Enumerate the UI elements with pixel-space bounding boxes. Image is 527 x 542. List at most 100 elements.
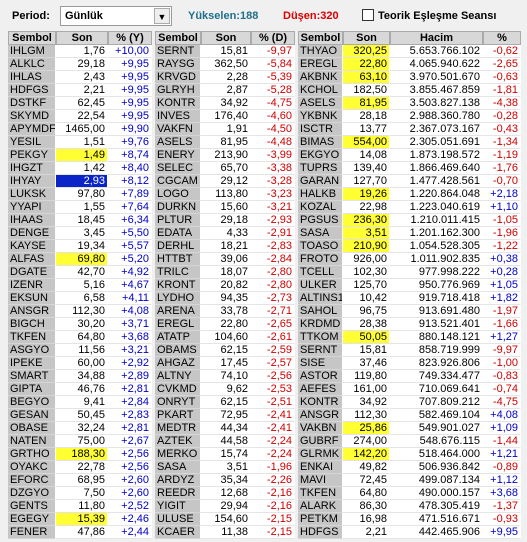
change: -4,48 <box>251 136 295 149</box>
symbol: EKSUN <box>8 292 56 305</box>
period-label: Period: <box>12 10 50 22</box>
price: 11,56 <box>56 344 108 357</box>
volume: 1.477.428.561 <box>390 175 483 188</box>
symbol: EGEGY <box>8 513 56 526</box>
symbol: ASGYO <box>8 344 56 357</box>
change: -2,56 <box>251 370 295 383</box>
change: -2,84 <box>251 253 295 266</box>
symbol: CGCAM <box>155 175 201 188</box>
symbol: INVES <box>155 110 201 123</box>
symbol: TKFEN <box>298 487 343 500</box>
price: 3,51 <box>343 227 390 240</box>
symbol: BIGCH <box>8 318 56 331</box>
change: +1,10 <box>483 201 521 214</box>
symbol: IHAAS <box>8 214 56 227</box>
symbol: ISCTR <box>298 123 343 136</box>
column-header: Son <box>56 31 108 45</box>
price: 22,98 <box>343 201 390 214</box>
symbol: ANSGR <box>8 305 56 318</box>
change: +9,95 <box>108 71 152 84</box>
change: -2,65 <box>483 58 521 71</box>
volume: 707.809.212 <box>390 396 483 409</box>
symbol: IHLAS <box>8 71 56 84</box>
change: -0,74 <box>483 383 521 396</box>
symbol: ASELS <box>155 136 201 149</box>
change: -0,63 <box>483 71 521 84</box>
change: +1,09 <box>483 422 521 435</box>
symbol: YIGIT <box>155 500 201 513</box>
price: 62,15 <box>201 344 251 357</box>
change: -1,00 <box>483 357 521 370</box>
volume: 749.334.477 <box>390 370 483 383</box>
change: -2,15 <box>251 513 295 526</box>
price: 94,35 <box>201 292 251 305</box>
price: 4,33 <box>201 227 251 240</box>
price: 35,34 <box>201 474 251 487</box>
change: -2,71 <box>251 305 295 318</box>
change: +9,76 <box>108 136 152 149</box>
symbol: PEKGY <box>8 149 56 162</box>
price: 11,80 <box>56 500 108 513</box>
change: -2,51 <box>251 396 295 409</box>
change: +7,89 <box>108 188 152 201</box>
symbol: GLRMK <box>298 448 343 461</box>
symbol: TOASO <box>298 240 343 253</box>
price: 28,18 <box>343 110 390 123</box>
change: +9,95 <box>108 110 152 123</box>
change: +4,08 <box>483 409 521 422</box>
symbol: LYDHO <box>155 292 201 305</box>
price: 1,91 <box>201 123 251 136</box>
price: 39,06 <box>201 253 251 266</box>
price: 19,34 <box>56 240 108 253</box>
column-header: Son <box>201 31 251 45</box>
price: 44,34 <box>201 422 251 435</box>
price: 7,50 <box>56 487 108 500</box>
change: -4,50 <box>251 123 295 136</box>
change: +2,56 <box>108 448 152 461</box>
symbol: YKBNK <box>298 110 343 123</box>
symbol: SISE <box>298 357 343 370</box>
price: 75,00 <box>56 435 108 448</box>
symbol: APYMDF <box>8 123 56 136</box>
symbol: SASA <box>298 227 343 240</box>
change: -2,65 <box>251 318 295 331</box>
volume: 3.970.501.670 <box>390 71 483 84</box>
price: 22,80 <box>343 58 390 71</box>
volume: 478.305.419 <box>390 500 483 513</box>
volume: 1.220.864.048 <box>390 188 483 201</box>
symbol: EKGYO <box>298 149 343 162</box>
change: -0,83 <box>483 370 521 383</box>
change: +1,21 <box>483 448 521 461</box>
symbol: EREGL <box>155 318 201 331</box>
price: 17,45 <box>201 357 251 370</box>
volume: 858.719.999 <box>390 344 483 357</box>
price: 1465,00 <box>56 123 108 136</box>
price: 86,30 <box>343 500 390 513</box>
price: 362,50 <box>201 58 251 71</box>
change: +8,12 <box>108 175 152 188</box>
change: -0,89 <box>483 461 521 474</box>
change: -2,80 <box>251 279 295 292</box>
price: 1,55 <box>56 201 108 214</box>
price: 20,82 <box>201 279 251 292</box>
change: -2,73 <box>251 292 295 305</box>
change: -3,99 <box>251 149 295 162</box>
change: +2,56 <box>108 461 152 474</box>
change: +2,89 <box>108 370 152 383</box>
symbol: KRVGD <box>155 71 201 84</box>
price: 1,51 <box>56 136 108 149</box>
price: 926,00 <box>343 253 390 266</box>
symbol: LOGO <box>155 188 201 201</box>
change: -2,15 <box>251 526 295 539</box>
volume: 913.691.480 <box>390 305 483 318</box>
change: -2,53 <box>251 383 295 396</box>
symbol: IHLGM <box>8 45 56 58</box>
period-select[interactable]: Günlük ▼ <box>60 6 172 26</box>
symbol: ENERY <box>155 149 201 162</box>
checkbox[interactable] <box>362 9 374 21</box>
change: -1,05 <box>483 214 521 227</box>
price: 44,58 <box>201 435 251 448</box>
change: +9,95 <box>108 84 152 97</box>
symbol: DERHL <box>155 240 201 253</box>
dropdown-arrow[interactable]: ▼ <box>154 8 170 24</box>
